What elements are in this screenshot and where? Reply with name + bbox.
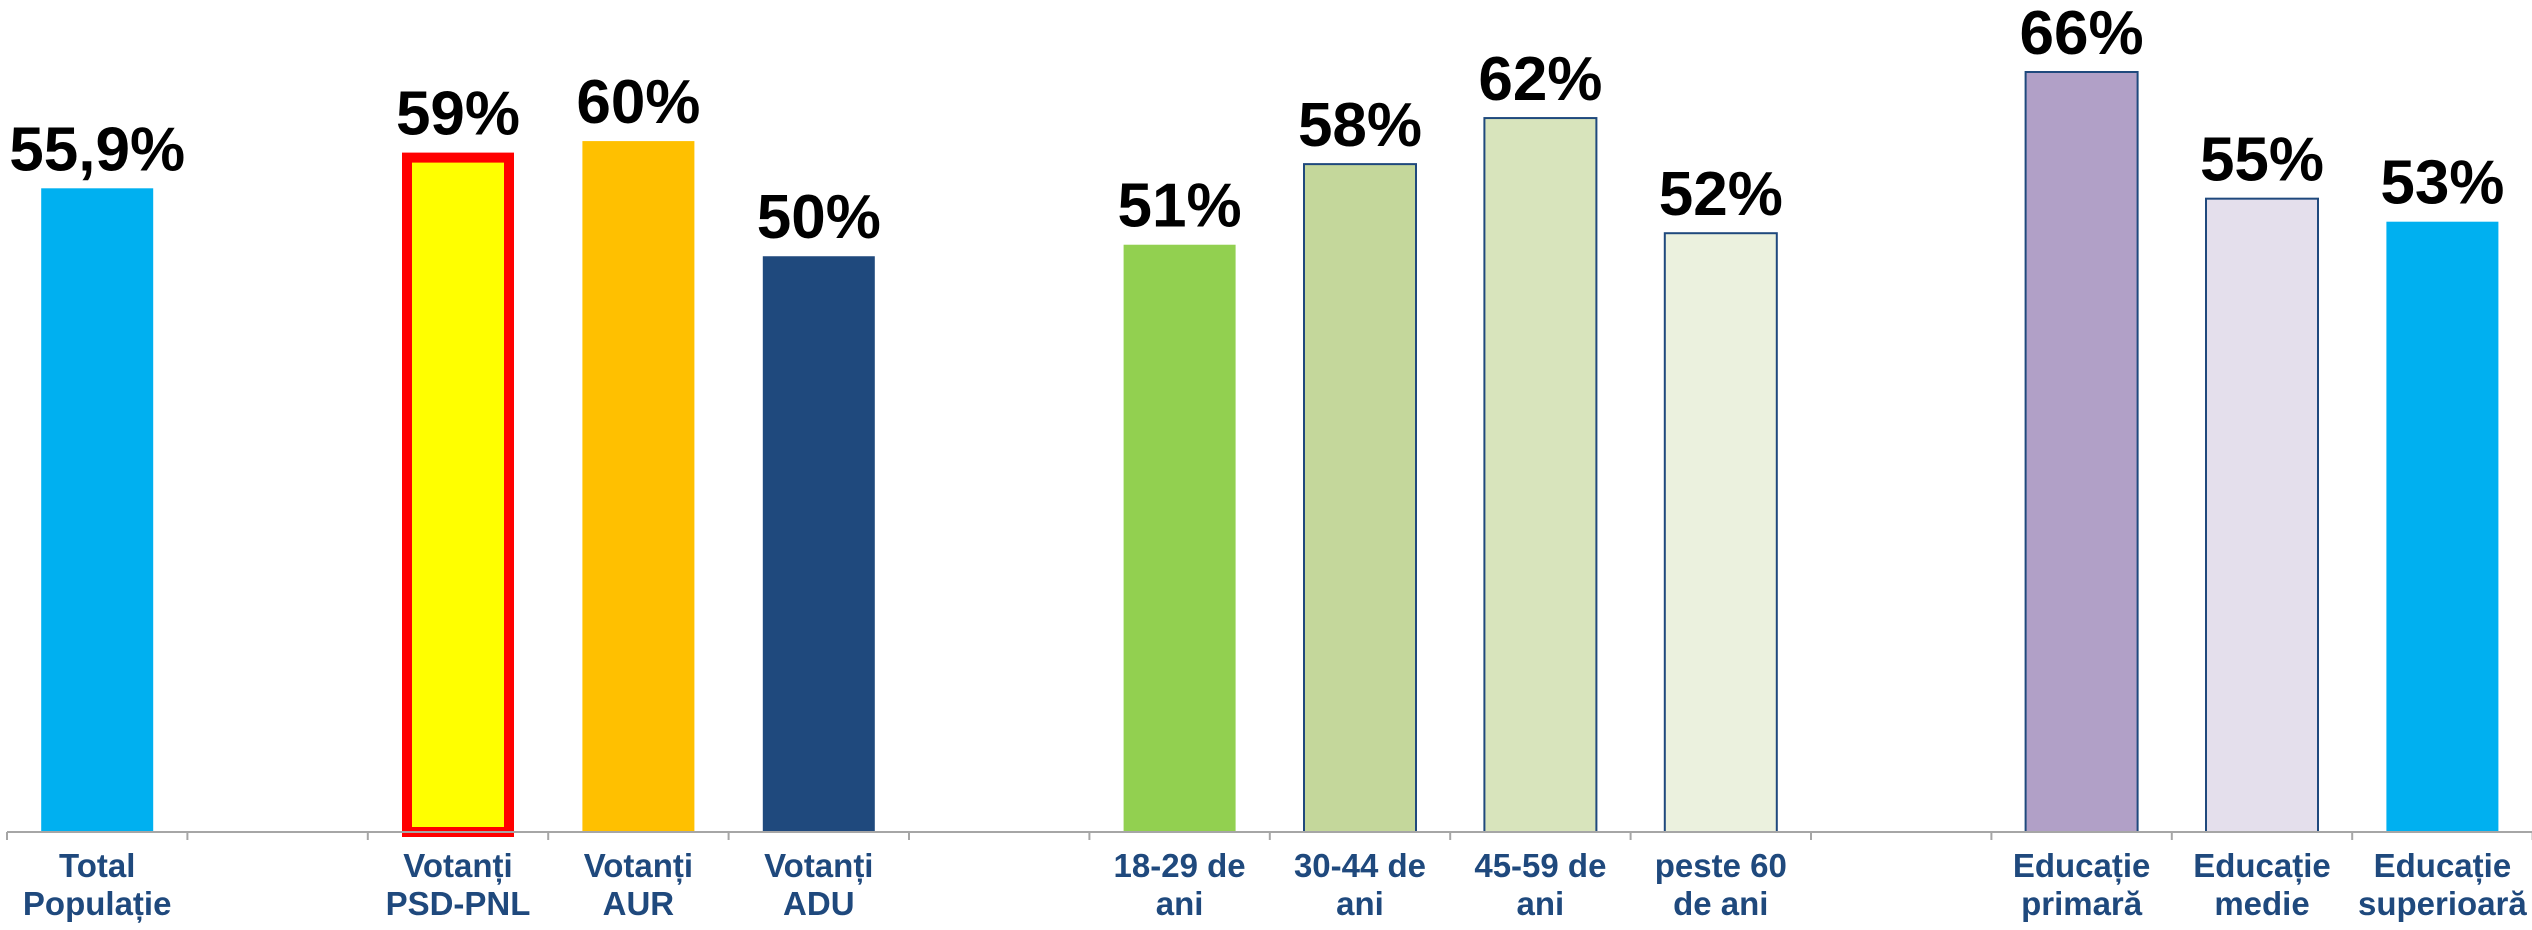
value-label: 58% — [1298, 91, 1422, 160]
bar — [1303, 163, 1417, 833]
category-label: Educație — [2013, 847, 2151, 885]
value-label: 51% — [1118, 172, 1242, 241]
category-label: ani — [1336, 885, 1384, 922]
value-label: 62% — [1478, 45, 1602, 114]
bar — [2386, 221, 2499, 833]
bar — [1483, 117, 1598, 833]
bar — [41, 188, 154, 832]
value-label: 53% — [2380, 149, 2504, 218]
value-label: 55% — [2200, 126, 2324, 195]
category-label: peste 60 — [1655, 847, 1787, 884]
category-label: Populație — [23, 885, 172, 923]
category-label: Votanți — [764, 847, 873, 885]
category-label: 18-29 de — [1114, 847, 1246, 884]
value-label: 55,9% — [9, 115, 185, 184]
category-label: Votanți — [403, 847, 512, 885]
category-label: Total — [59, 847, 135, 884]
category-label: ani — [1156, 885, 1204, 922]
value-labels-layer: 55,9% 59% 60% 50% 51% 58% 62% 52% 66% 55% 53% — [9, 0, 2504, 252]
category-label: ani — [1517, 885, 1565, 922]
value-label: 66% — [2020, 0, 2144, 68]
value-label: 59% — [396, 80, 520, 149]
category-label: Votanți — [584, 847, 693, 885]
value-label: 52% — [1659, 160, 1783, 229]
bar — [2024, 71, 2139, 833]
bar — [582, 141, 695, 832]
value-label: 50% — [757, 183, 881, 252]
bar — [1663, 232, 1778, 834]
category-label: ADU — [783, 885, 855, 922]
category-label: Educație — [2374, 847, 2512, 885]
x-axis — [6, 831, 2532, 840]
bar — [2205, 197, 2319, 833]
category-label: primară — [2021, 885, 2143, 922]
category-label: Educație — [2193, 847, 2331, 885]
bars-layer — [41, 71, 2499, 837]
category-labels-layer: TotalPopulațieVotanțiPSD-PNLVotanțiAURVo… — [23, 847, 2527, 923]
category-label: 45-59 de — [1474, 847, 1606, 884]
category-label: PSD-PNL — [386, 885, 531, 922]
category-label: medie — [2214, 885, 2309, 922]
value-label: 60% — [576, 68, 700, 137]
bar — [1123, 244, 1236, 832]
category-label: superioară — [2358, 885, 2527, 922]
bar — [402, 152, 514, 837]
category-label: de ani — [1673, 885, 1768, 922]
bar — [762, 256, 875, 832]
category-label: 30-44 de — [1294, 847, 1426, 884]
category-label: AUR — [603, 885, 675, 922]
